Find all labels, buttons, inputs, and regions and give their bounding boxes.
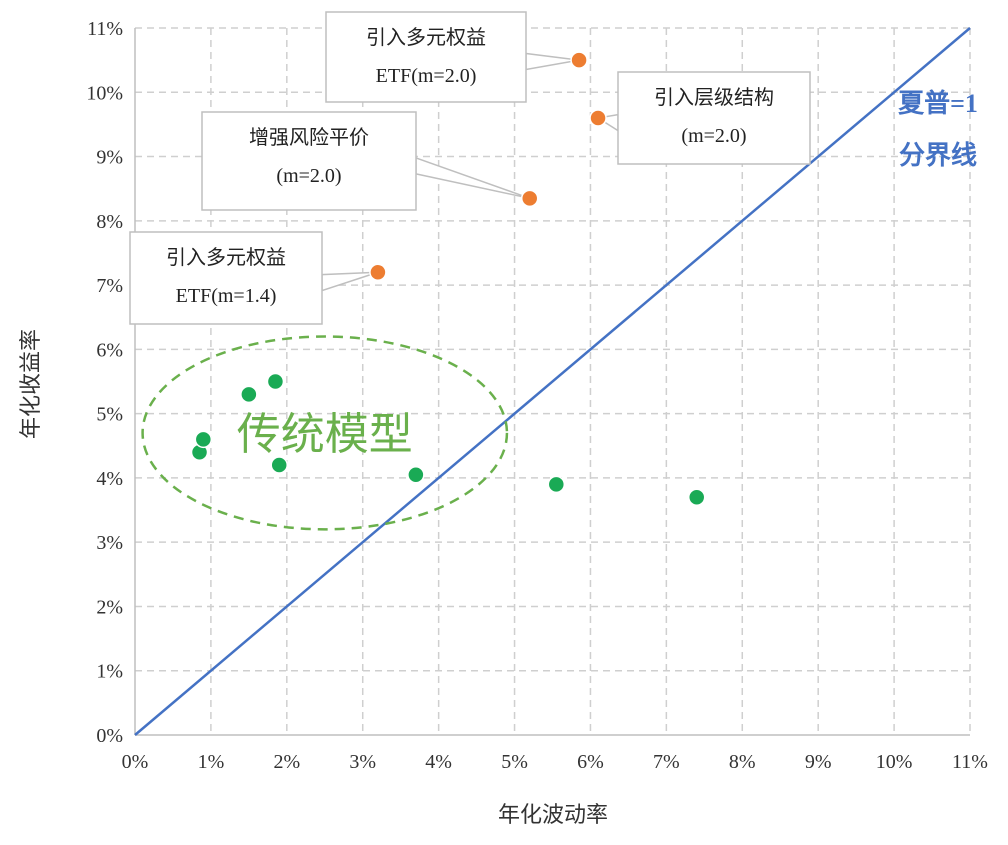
y-tick-label: 1% (96, 661, 123, 683)
x-tick-label: 11% (952, 751, 988, 773)
x-tick-label: 3% (349, 751, 376, 773)
data-point-green (266, 372, 285, 391)
y-tick-label: 4% (96, 468, 123, 490)
x-tick-label: 6% (577, 751, 604, 773)
y-tick-label: 2% (96, 596, 123, 618)
x-tick-label: 8% (729, 751, 756, 773)
callout-text: ETF(m=1.4) (176, 285, 277, 307)
y-tick-label: 10% (86, 82, 123, 104)
data-point-orange (369, 263, 387, 281)
y-axis-title: 年化收益率 (18, 329, 43, 439)
axis-layer: 0% 1% 2% 3% 4% 5% 6% 7% 8% 9% 10% 11% 0% 1% 2% 3% 4% 5% 6%… (86, 18, 988, 773)
x-tick-label: 5% (501, 751, 528, 773)
x-tick-label: 9% (805, 751, 832, 773)
x-tick-label: 1% (198, 751, 225, 773)
data-point-green (240, 385, 258, 404)
data-point-orange (589, 109, 607, 127)
sharpe-reference-line (134, 27, 971, 736)
callout-layer: 引入多元权益 ETF(m=2.0) 引入层级结构 (m=2.0) 增强风险平价 (m=2.… (129, 11, 811, 325)
x-tick-label: 10% (876, 751, 913, 773)
y-tick-label: 5% (96, 404, 123, 426)
callout-text: 增强风险平价 (249, 126, 369, 149)
cluster-label: 传统模型 (237, 410, 413, 459)
reference-line-layer: 夏普=1 分界线 (134, 27, 978, 736)
cluster-layer: 传统模型 (141, 335, 509, 531)
reference-line-label: 分界线 (899, 141, 977, 170)
callout-box (617, 71, 811, 165)
grid-layer (135, 27, 971, 735)
callout-leader (415, 156, 530, 200)
point-layer (190, 51, 706, 506)
y-tick-label: 11% (87, 18, 123, 40)
data-point-orange (570, 51, 588, 69)
y-tick-label: 0% (96, 725, 123, 747)
reference-line-label: 夏普=1 (898, 88, 978, 118)
callout-box (201, 111, 417, 211)
data-point-green (194, 430, 213, 449)
data-point-green (547, 475, 566, 494)
x-tick-label: 2% (273, 751, 300, 773)
data-point-green (270, 456, 288, 474)
callout-box (325, 11, 527, 103)
callout-text: 引入多元权益 (166, 246, 286, 269)
y-tick-label: 3% (96, 532, 123, 554)
data-point-green (687, 488, 706, 506)
x-tick-label: 0% (122, 751, 149, 773)
data-point-green (407, 465, 425, 484)
cluster-ellipse (141, 335, 509, 531)
callout-text: 引入层级结构 (654, 86, 774, 109)
callout-text: (m=2.0) (276, 165, 341, 187)
y-tick-label: 6% (96, 339, 123, 361)
x-axis-title: 年化波动率 (498, 802, 608, 827)
callout-text: (m=2.0) (681, 125, 746, 147)
callout-leader (321, 271, 379, 292)
data-point-orange (520, 189, 539, 208)
y-tick-label: 9% (96, 147, 123, 169)
x-tick-label: 7% (653, 751, 680, 773)
y-tick-label: 7% (96, 275, 123, 297)
callout-text: ETF(m=2.0) (376, 65, 477, 87)
callout-text: 引入多元权益 (366, 26, 486, 49)
y-tick-label: 8% (96, 211, 123, 233)
callout-box (129, 231, 323, 325)
x-tick-label: 4% (425, 751, 452, 773)
